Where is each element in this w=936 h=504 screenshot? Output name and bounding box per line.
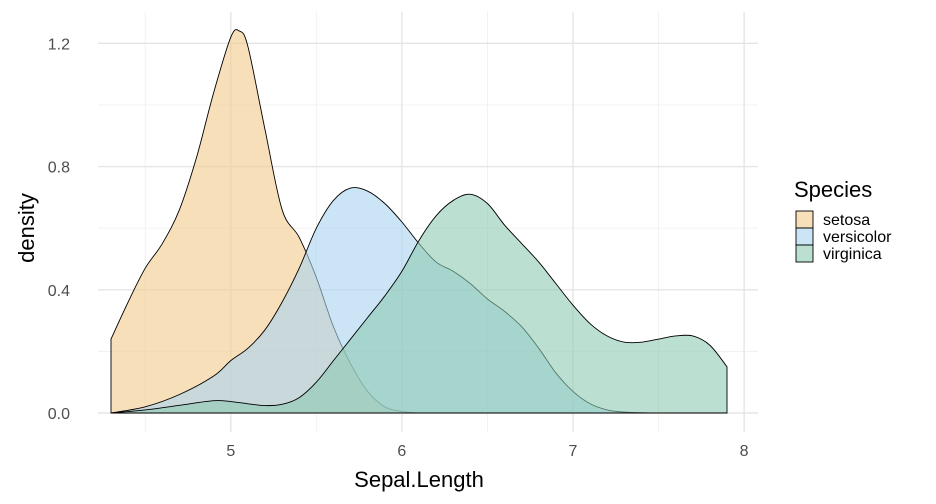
x-axis-title: Sepal.Length <box>354 467 484 492</box>
x-tick-label: 8 <box>740 443 749 460</box>
legend-title: Species <box>794 177 872 202</box>
legend-key-setosa <box>795 210 814 229</box>
legend-label-setosa: setosa <box>823 212 870 229</box>
y-axis-ticks: 0.0 0.4 0.8 1.2 <box>48 36 70 423</box>
legend-key-virginica <box>795 244 814 263</box>
density-area-virginica <box>110 193 728 414</box>
y-axis-title: density <box>14 193 39 263</box>
x-tick-label: 6 <box>397 443 406 460</box>
x-tick-label: 7 <box>569 443 578 460</box>
y-tick-label: 0.0 <box>48 406 70 423</box>
x-tick-label: 5 <box>226 443 235 460</box>
legend-label-virginica: virginica <box>823 246 882 263</box>
y-tick-label: 1.2 <box>48 36 70 53</box>
x-axis-ticks: 5 6 7 8 <box>226 443 748 460</box>
legend-label-versicolor: versicolor <box>823 229 892 246</box>
y-tick-label: 0.4 <box>48 283 70 300</box>
legend-key-versicolor <box>795 227 814 246</box>
y-tick-label: 0.8 <box>48 160 70 177</box>
density-areas <box>110 29 728 414</box>
